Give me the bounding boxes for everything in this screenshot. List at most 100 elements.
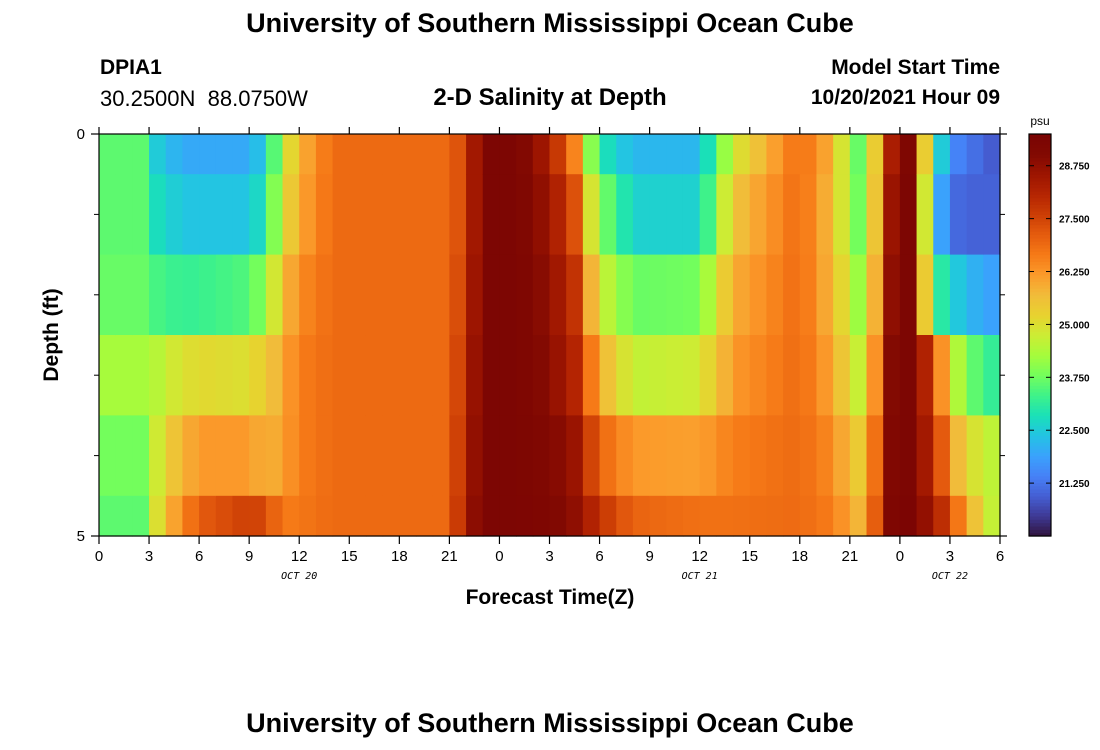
heatmap-cell — [482, 174, 501, 256]
heatmap-cell — [466, 174, 484, 256]
plot-title: 2-D Salinity at Depth — [433, 84, 667, 111]
heatmap-cell — [733, 495, 751, 537]
heatmap-cell — [916, 415, 934, 497]
colorbar-segment — [1029, 428, 1051, 433]
heatmap-cell — [883, 134, 901, 175]
heatmap-cell — [182, 415, 200, 497]
heatmap-cell — [949, 134, 968, 175]
heatmap-cell — [182, 254, 200, 336]
heatmap-cell — [766, 134, 784, 175]
heatmap-cell — [849, 174, 868, 256]
heatmap-cell — [399, 174, 417, 256]
heatmap-cell — [582, 415, 601, 497]
heatmap-cell — [883, 174, 901, 256]
heatmap-cell — [783, 254, 801, 336]
heatmap-cell — [933, 495, 951, 537]
heatmap-cell — [549, 134, 567, 175]
heatmap-cell — [365, 174, 384, 256]
heatmap-cell — [115, 134, 133, 175]
colorbar-segment — [1029, 314, 1051, 319]
x-tick-label: 15 — [341, 548, 358, 565]
colorbar-segment — [1029, 402, 1051, 406]
colorbar-segment — [1029, 388, 1051, 393]
heatmap-cell — [666, 335, 684, 416]
colorbar-segment — [1029, 294, 1051, 299]
colorbar-segment — [1029, 184, 1051, 189]
heatmap-cell — [332, 134, 350, 175]
x-tick-label: 21 — [441, 548, 458, 565]
x-tick-label: 18 — [791, 548, 808, 565]
heatmap-cell — [482, 335, 501, 416]
colorbar-segment — [1029, 167, 1051, 172]
heatmap-cells — [99, 134, 1001, 537]
colorbar-segment — [1029, 180, 1051, 185]
heatmap-cell — [382, 415, 400, 497]
heatmap-cell — [933, 335, 951, 416]
heatmap-cell — [416, 174, 434, 256]
heatmap-cell — [532, 415, 551, 497]
heatmap-cell — [566, 174, 584, 256]
heatmap-cell — [716, 174, 734, 256]
heatmap-cell — [916, 134, 934, 175]
colorbar-tick-label: 21.250 — [1059, 479, 1090, 490]
colorbar-segment — [1029, 418, 1051, 423]
heatmap-cell — [616, 174, 634, 256]
heatmap-cell — [265, 415, 284, 497]
colorbar-segment — [1029, 137, 1051, 142]
heatmap-cell — [466, 495, 484, 537]
heatmap-cell — [532, 174, 551, 256]
heatmap-cell — [215, 134, 234, 175]
colorbar-segment — [1029, 261, 1051, 266]
heatmap-cell — [849, 495, 868, 537]
colorbar-segment — [1029, 321, 1051, 326]
heatmap-cell — [132, 495, 150, 537]
heatmap-cell — [332, 415, 350, 497]
heatmap-cell — [132, 174, 150, 256]
heatmap-cell — [399, 495, 417, 537]
heatmap-cell — [916, 254, 934, 336]
date-label: OCT 22 — [932, 571, 968, 582]
colorbar-segment — [1029, 469, 1051, 473]
heatmap-cell — [799, 254, 818, 336]
colorbar-segment — [1029, 412, 1051, 416]
heatmap-cell — [466, 254, 484, 336]
colorbar-segment — [1029, 361, 1051, 366]
heatmap-cell — [232, 335, 250, 416]
heatmap-cell — [983, 174, 1001, 256]
heatmap-cell — [215, 174, 234, 256]
heatmap-cell — [749, 495, 768, 537]
heatmap-cell — [115, 495, 133, 537]
heatmap-cell — [883, 335, 901, 416]
heatmap-cell — [949, 174, 968, 256]
colorbar-segment — [1029, 331, 1051, 336]
colorbar-segment — [1029, 442, 1051, 447]
heatmap-cell — [182, 134, 200, 175]
heatmap-cell — [966, 254, 984, 336]
heatmap-cell — [682, 254, 701, 336]
colorbar-segment — [1029, 365, 1051, 370]
heatmap-cell — [349, 495, 367, 537]
heatmap-cell — [966, 134, 984, 175]
heatmap-cell — [399, 134, 417, 175]
heatmap-cell — [315, 335, 334, 416]
x-tick-label: 9 — [245, 548, 253, 565]
colorbar-segment — [1029, 244, 1051, 249]
colorbar-segment — [1029, 432, 1051, 437]
colorbar-segment — [1029, 144, 1051, 148]
heatmap-cell — [966, 415, 984, 497]
colorbar-segment — [1029, 341, 1051, 346]
heatmap-cell — [149, 335, 167, 416]
colorbar-segment — [1029, 268, 1051, 272]
heatmap-cell — [482, 254, 501, 336]
heatmap-cell — [432, 335, 450, 416]
heatmap-cell — [632, 134, 651, 175]
heatmap-cell — [299, 134, 317, 175]
heatmap-cell — [499, 335, 517, 416]
colorbar-segment — [1029, 355, 1051, 360]
heatmap-cell — [933, 134, 951, 175]
colorbar-tick-label: 23.750 — [1059, 373, 1090, 384]
heatmap-cell — [215, 335, 234, 416]
heatmap-cell — [866, 134, 884, 175]
colorbar-segment — [1029, 274, 1051, 279]
